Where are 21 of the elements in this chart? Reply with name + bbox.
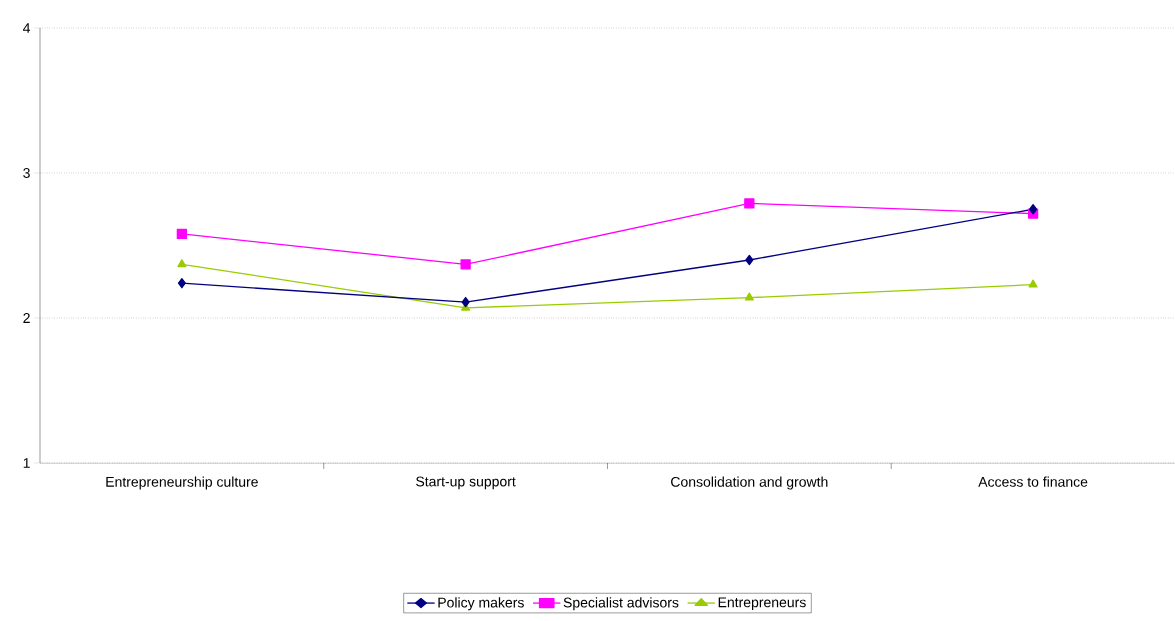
point: [1028, 279, 1038, 288]
point: [745, 254, 754, 266]
y-tick-label: 2: [23, 313, 30, 323]
legend-label: Policy makers: [438, 597, 524, 611]
point: [1029, 204, 1038, 215]
y-tick-label: 3: [23, 168, 30, 178]
point: [744, 292, 754, 301]
legend-label: Entrepreneurs: [718, 597, 806, 611]
x-tick-label: Start-up support: [416, 476, 516, 490]
x-tick-label: Entrepreneurship culture: [106, 476, 258, 490]
point: [744, 198, 755, 209]
point: [177, 259, 187, 268]
y-tick-label: 4: [22, 23, 31, 33]
legend-label: Specialist advisors: [563, 597, 679, 611]
point: [177, 278, 186, 289]
point: [176, 228, 188, 240]
point: [460, 259, 471, 270]
y-tick-label: 1: [23, 458, 30, 468]
point: [461, 296, 470, 308]
x-tick-label: Consolidation and growth: [671, 476, 828, 490]
x-tick-label: Access to finance: [978, 476, 1088, 487]
